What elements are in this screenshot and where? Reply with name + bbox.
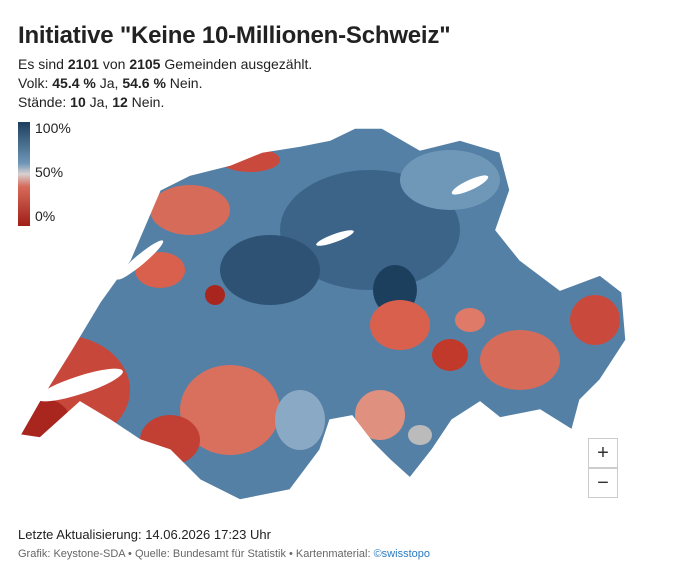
legend-label: 100% [35, 120, 71, 136]
map [19, 127, 627, 501]
lake [451, 175, 489, 195]
updated: Letzte Aktualisierung: 14.06.2026 17:23 … [18, 527, 271, 542]
region [432, 339, 468, 371]
region [455, 308, 485, 332]
number: 2105 [129, 56, 161, 72]
region [400, 150, 500, 210]
region [140, 415, 200, 465]
text: Ja, [95, 75, 123, 91]
region [408, 425, 432, 445]
lake [37, 368, 123, 402]
region [370, 300, 430, 350]
text: Volk: [18, 75, 53, 91]
region [275, 390, 325, 450]
region [180, 365, 280, 455]
region [355, 390, 405, 440]
legend: 100% 50% 0% [18, 120, 71, 226]
count-line: Es sind 2101 von 2105 Gemeinden ausgezäh… [18, 56, 312, 72]
cantons-line: Stände: 10 Ja, 12 Nein. [18, 94, 164, 110]
title: Initiative "Keine 10-Millionen-Schweiz" [18, 22, 451, 49]
legend-label: 0% [35, 208, 56, 224]
text: Stände: [18, 94, 71, 110]
number: 2101 [67, 56, 99, 72]
credits: Grafik: Keystone-SDA • Quelle: Bundesamt… [18, 548, 430, 560]
region [205, 285, 225, 305]
text: Gemeinden ausgezählt. [160, 56, 313, 72]
text: von [98, 56, 130, 72]
number: 54.6 % [122, 75, 166, 91]
region [480, 330, 560, 390]
number: 12 [112, 94, 128, 110]
zoom-in[interactable]: + [588, 438, 618, 468]
municipalities [20, 128, 626, 500]
text: Nein. [127, 94, 165, 110]
region [150, 185, 230, 235]
number: 10 [70, 94, 86, 110]
region [135, 252, 185, 288]
lake [316, 230, 354, 246]
color-scale [18, 122, 30, 226]
zoom-out[interactable]: − [588, 468, 618, 498]
credits-text: Grafik: Keystone-SDA • Quelle: Bundesamt… [18, 548, 374, 560]
text: Es sind [18, 56, 68, 72]
region [220, 235, 320, 305]
lake [116, 240, 164, 280]
people-line: Volk: 45.4 % Ja, 54.6 % Nein. [18, 75, 202, 91]
region [220, 148, 280, 172]
swisstopo-link[interactable]: ©swisstopo [373, 548, 430, 560]
number: 45.4 % [52, 75, 96, 91]
legend-label: 50% [35, 164, 64, 180]
text: Nein. [165, 75, 203, 91]
text: Ja, [85, 94, 113, 110]
region [570, 295, 620, 345]
